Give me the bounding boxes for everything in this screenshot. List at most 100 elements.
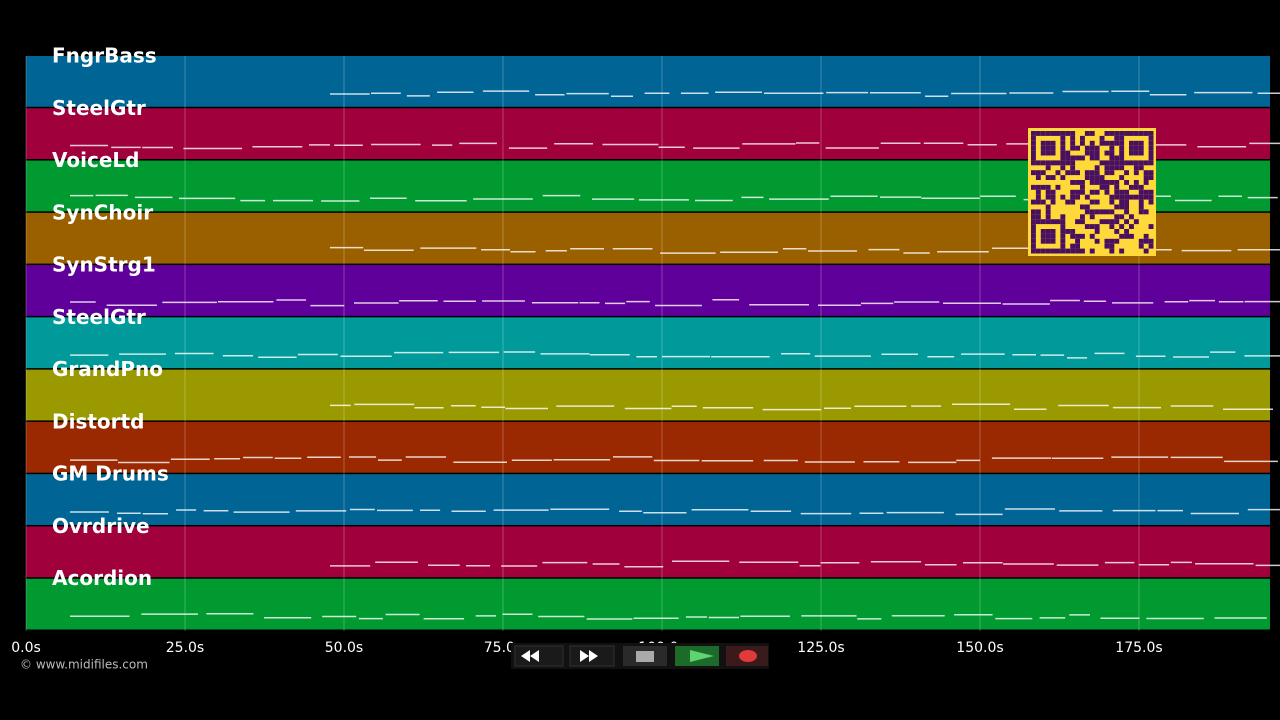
qr-cell (1045, 165, 1051, 171)
track-label: SynChoir (52, 200, 153, 224)
qr-cell (1138, 145, 1144, 151)
qr-cell (1080, 204, 1085, 210)
qr-cell (1094, 224, 1100, 229)
qr-cell (1148, 145, 1154, 151)
qr-cell (1040, 160, 1046, 166)
forward-button[interactable] (569, 645, 615, 667)
qr-cell (1104, 160, 1110, 166)
qr-cell (1119, 175, 1125, 180)
qr-cell (1114, 194, 1120, 200)
qr-cell (1035, 160, 1041, 166)
qr-cell (1060, 160, 1066, 166)
qr-cell (1055, 184, 1061, 190)
qr-cell (1080, 214, 1085, 220)
qr-cell (1045, 184, 1051, 190)
qr-cell (1070, 160, 1076, 166)
qr-cell (1138, 184, 1144, 190)
qr-cell (1045, 229, 1051, 234)
qr-cell (1070, 145, 1076, 151)
qr-cell (1040, 131, 1046, 136)
qr-cell (1035, 175, 1041, 180)
qr-cell (1109, 145, 1115, 151)
qr-cell (1070, 140, 1076, 146)
qr-cell (1035, 194, 1041, 200)
qr-cell (1045, 248, 1051, 254)
stop-button[interactable] (623, 646, 667, 666)
qr-cell (1089, 199, 1095, 205)
qr-cell (1143, 160, 1149, 166)
qr-cell (1040, 238, 1046, 244)
qr-cell (1143, 175, 1149, 180)
qr-cell (1060, 214, 1066, 220)
record-button[interactable] (726, 646, 768, 666)
note-trace (70, 508, 1280, 516)
record-icon (739, 650, 757, 662)
qr-cell (1070, 199, 1076, 205)
qr-cell (1133, 145, 1139, 151)
qr-cell (1035, 199, 1041, 205)
qr-cell (1114, 204, 1120, 210)
qr-cell (1109, 194, 1115, 200)
qr-cell (1138, 150, 1144, 156)
qr-cell (1094, 238, 1100, 244)
qr-cell (1089, 248, 1095, 254)
track-band (26, 474, 1270, 525)
qr-cell (1104, 170, 1110, 176)
qr-cell (1055, 160, 1061, 166)
qr-cell (1050, 189, 1056, 195)
qr-cell (1124, 209, 1129, 215)
qr-cell (1099, 140, 1105, 146)
qr-cell (1084, 131, 1090, 136)
qr-cell (1070, 155, 1076, 161)
qr-cell (1119, 165, 1125, 171)
qr-cell (1040, 145, 1046, 151)
qr-cell (1050, 160, 1056, 166)
qr-cell (1148, 131, 1154, 136)
qr-cell (1060, 224, 1066, 229)
qr-cell (1133, 184, 1139, 190)
tick-label: 0.0s (11, 640, 41, 656)
qr-cell (1040, 150, 1046, 156)
track-label: Distortd (52, 409, 144, 433)
qr-cell (1124, 194, 1129, 200)
qr-cell (1119, 199, 1125, 205)
play-button[interactable] (675, 646, 719, 666)
qr-cell (1129, 145, 1134, 151)
qr-cell (1050, 175, 1056, 180)
qr-cell (1124, 229, 1129, 234)
qr-cell (1045, 233, 1051, 239)
qr-cell (1089, 155, 1095, 161)
qr-cell (1075, 155, 1080, 161)
qr-cell (1075, 243, 1080, 249)
qr-cell (1040, 170, 1046, 176)
rewind-button[interactable] (514, 645, 564, 667)
qr-cell (1060, 233, 1066, 239)
qr-cell (1031, 214, 1036, 220)
qr-cell (1080, 155, 1085, 161)
qr-cell (1143, 180, 1149, 185)
tick-label: 25.0s (166, 640, 204, 656)
qr-cell (1148, 150, 1154, 156)
qr-cell (1060, 150, 1066, 156)
qr-cell (1114, 184, 1120, 190)
qr-cell (1143, 194, 1149, 200)
note-trace (70, 351, 1280, 359)
qr-cell (1124, 219, 1129, 225)
qr-cell (1035, 214, 1041, 220)
qr-cell (1060, 131, 1066, 136)
qr-cell (1129, 150, 1134, 156)
qr-cell (1050, 219, 1056, 225)
qr-cell (1089, 224, 1095, 229)
qr-cell (1143, 238, 1149, 244)
grid (25, 56, 1140, 631)
qr-cell (1084, 194, 1090, 200)
qr-cell (1138, 189, 1144, 195)
note-trace (330, 560, 1280, 568)
qr-cell (1133, 160, 1139, 166)
qr-cell (1075, 194, 1080, 200)
rewind-icon (521, 650, 539, 662)
qr-cell (1143, 233, 1149, 239)
qr-cell (1148, 155, 1154, 161)
qr-cell (1129, 184, 1134, 190)
